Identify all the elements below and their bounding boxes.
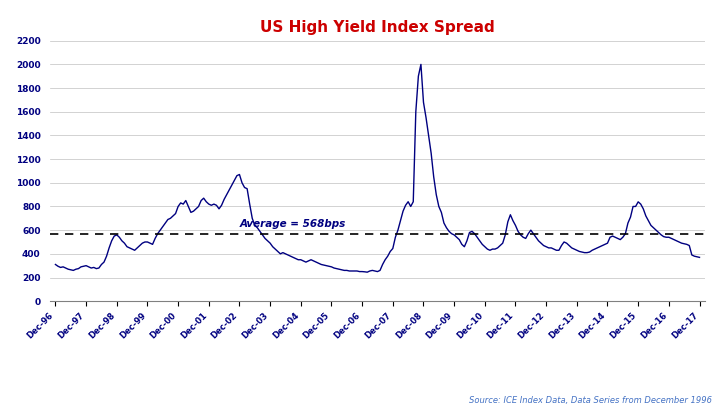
- Text: Source: ICE Index Data, Data Series from December 1996: Source: ICE Index Data, Data Series from…: [469, 396, 712, 405]
- Title: US High Yield Index Spread: US High Yield Index Spread: [260, 20, 495, 35]
- Text: Average = 568bps: Average = 568bps: [239, 219, 346, 230]
